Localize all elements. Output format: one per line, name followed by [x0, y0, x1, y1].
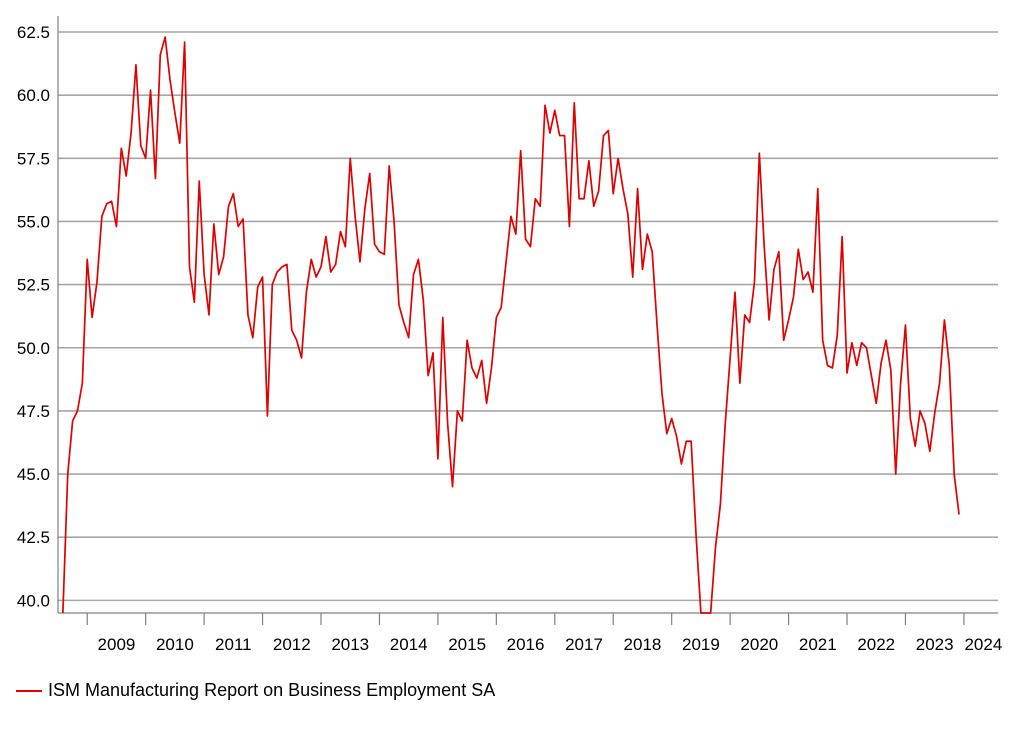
x-tick-label: 2024 — [964, 635, 1002, 654]
y-tick-label: 40.0 — [17, 591, 50, 610]
x-tick-label: 2018 — [624, 635, 662, 654]
x-axis — [57, 16, 998, 625]
x-tick-label: 2019 — [682, 635, 720, 654]
y-tick-label: 57.5 — [17, 149, 50, 168]
x-tick-label: 2011 — [215, 635, 252, 654]
x-tick-label: 2015 — [448, 635, 486, 654]
x-tick-label: 2012 — [273, 635, 311, 654]
line-chart: 40.0 42.5 45.0 47.5 50.0 52.5 55.0 57.5 60.0 62.5… — [17, 16, 1003, 654]
series-line-ism-employment — [62, 36, 960, 614]
legend-label: ISM Manufacturing Report on Business Emp… — [48, 680, 496, 700]
x-tick-label: 2017 — [565, 635, 603, 654]
x-tick-label: 2016 — [507, 635, 545, 654]
y-gridlines — [58, 31, 998, 602]
series-layer — [62, 36, 960, 614]
y-axis-tick-labels: 40.0 42.5 45.0 47.5 50.0 52.5 55.0 57.5 60.0 62.5 — [17, 23, 50, 610]
legend: ISM Manufacturing Report on Business Emp… — [16, 680, 495, 701]
y-tick-label: 47.5 — [17, 402, 50, 421]
x-tick-label: 2022 — [857, 635, 895, 654]
x-tick-label: 2020 — [740, 635, 778, 654]
x-axis-tick-labels: 2009 2010 2011 2012 2013 2014 2015 2016 2017 2018… — [98, 635, 1003, 654]
y-tick-label: 42.5 — [17, 528, 50, 547]
x-tick-label: 2014 — [390, 635, 428, 654]
y-tick-label: 45.0 — [17, 465, 50, 484]
x-tick-label: 2021 — [799, 635, 837, 654]
x-tick-label: 2010 — [156, 635, 194, 654]
y-tick-label: 60.0 — [17, 86, 50, 105]
x-tick-label: 2013 — [331, 635, 369, 654]
y-tick-label: 52.5 — [17, 276, 50, 295]
x-tick-label: 2009 — [98, 635, 136, 654]
y-tick-label: 50.0 — [17, 339, 50, 358]
y-tick-label: 62.5 — [17, 23, 50, 42]
y-tick-label: 55.0 — [17, 212, 50, 231]
x-tick-label: 2023 — [916, 635, 954, 654]
legend-line-swatch — [16, 689, 42, 692]
